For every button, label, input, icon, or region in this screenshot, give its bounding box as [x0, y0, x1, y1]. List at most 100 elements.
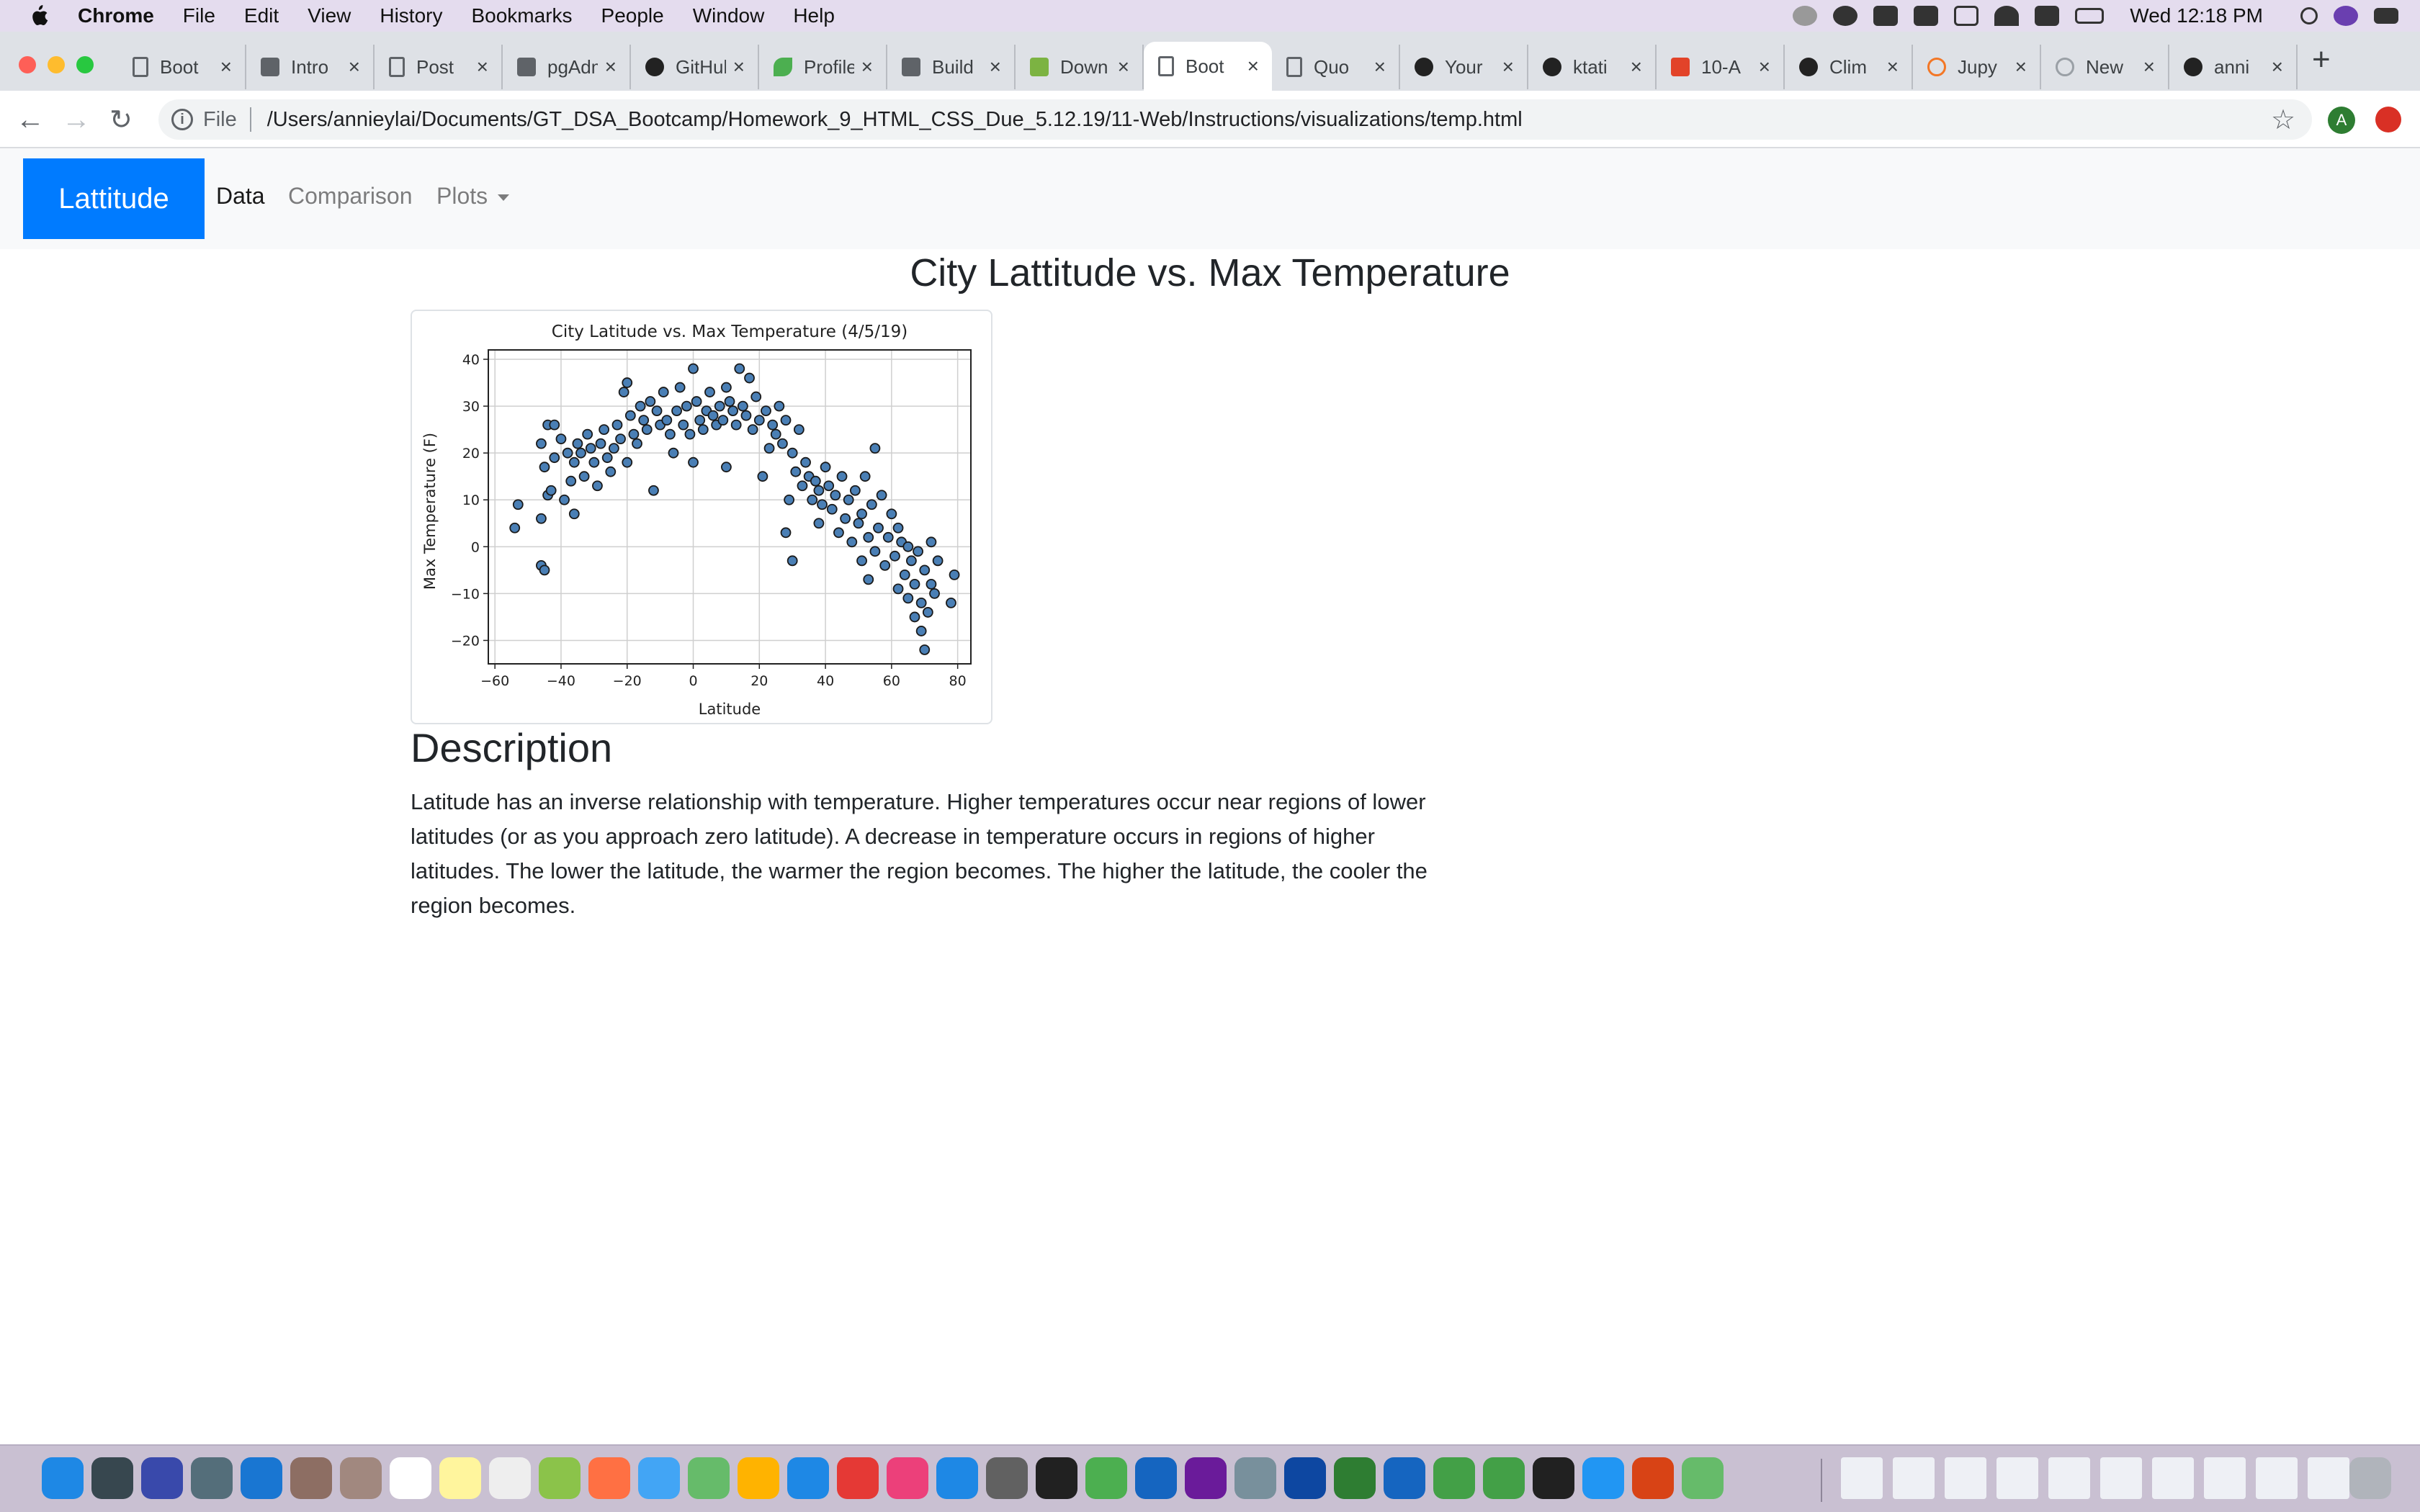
dock-layers-icon[interactable]: [1433, 1457, 1475, 1499]
nav-link-comparison[interactable]: Comparison: [288, 183, 413, 209]
browser-tab[interactable]: Jupy ×: [1913, 45, 2041, 89]
dock-news-block-icon[interactable]: [837, 1457, 879, 1499]
menu-bookmarks[interactable]: Bookmarks: [471, 4, 573, 27]
menu-help[interactable]: Help: [793, 4, 835, 27]
browser-tab[interactable]: GitHub ×: [631, 45, 759, 89]
tab-close-icon[interactable]: ×: [1373, 55, 1386, 78]
status-wifi-icon[interactable]: [1994, 6, 2020, 26]
minimize-window-icon[interactable]: [48, 56, 65, 73]
address-bar[interactable]: i File /Users/annieylai/Documents/GT_DSA…: [158, 99, 2312, 140]
dock-powerpoint-icon[interactable]: [1632, 1457, 1674, 1499]
status-airplay-icon[interactable]: [1954, 6, 1979, 26]
nav-link-data[interactable]: Data: [216, 183, 265, 209]
tab-close-icon[interactable]: ×: [348, 55, 360, 78]
dock-excel-icon[interactable]: [1334, 1457, 1376, 1499]
tab-close-icon[interactable]: ×: [476, 55, 488, 78]
dock-terminal-icon[interactable]: [1036, 1457, 1077, 1499]
dock-layers-2-icon[interactable]: [1483, 1457, 1525, 1499]
dock-music-icon[interactable]: [887, 1457, 928, 1499]
browser-tab[interactable]: ktati ×: [1528, 45, 1657, 89]
spotlight-search-icon[interactable]: [2300, 7, 2318, 24]
new-tab-plus-icon[interactable]: +: [2312, 42, 2331, 77]
dock-document-icon[interactable]: [2308, 1457, 2349, 1499]
dock-word-icon[interactable]: [1135, 1457, 1177, 1499]
browser-tab[interactable]: Clim ×: [1785, 45, 1913, 89]
browser-tab[interactable]: Down ×: [1016, 45, 1144, 89]
url-text[interactable]: /Users/annieylai/Documents/GT_DSA_Bootca…: [266, 107, 1523, 131]
tab-close-icon[interactable]: ×: [732, 55, 745, 78]
browser-tab[interactable]: Post ×: [375, 45, 503, 89]
zoom-window-icon[interactable]: [76, 56, 94, 73]
dock-document-icon[interactable]: [1945, 1457, 1986, 1499]
dock-reminders-icon[interactable]: [489, 1457, 531, 1499]
dock-chrome-icon[interactable]: [1085, 1457, 1127, 1499]
dock-facetime-icon[interactable]: [688, 1457, 730, 1499]
tab-close-icon[interactable]: ×: [1758, 55, 1770, 78]
dock-maps-icon[interactable]: [539, 1457, 581, 1499]
dock-document-icon[interactable]: [1893, 1457, 1935, 1499]
dock-numbers-icon[interactable]: [738, 1457, 779, 1499]
browser-tab[interactable]: 10-A ×: [1657, 45, 1785, 89]
navbar-brand[interactable]: Lattitude: [23, 158, 205, 239]
tab-close-icon[interactable]: ×: [2015, 55, 2027, 78]
forward-arrow-icon[interactable]: →: [62, 104, 91, 135]
browser-tab[interactable]: Intro ×: [246, 45, 375, 89]
browser-tab[interactable]: Build ×: [887, 45, 1016, 89]
dock-workbench-icon[interactable]: [1384, 1457, 1425, 1499]
tab-close-icon[interactable]: ×: [1117, 55, 1129, 78]
browser-tab[interactable]: New ×: [2041, 45, 2169, 89]
dock-slack-icon[interactable]: [1185, 1457, 1227, 1499]
dock-siri-icon[interactable]: [141, 1457, 183, 1499]
menu-clock[interactable]: Wed 12:18 PM: [2130, 4, 2263, 27]
browser-tab[interactable]: Your ×: [1400, 45, 1528, 89]
dock-document-icon[interactable]: [2048, 1457, 2090, 1499]
status-battery-icon[interactable]: [2075, 8, 2105, 24]
dock-notes-icon[interactable]: [439, 1457, 481, 1499]
menu-file[interactable]: File: [182, 4, 215, 27]
tab-close-icon[interactable]: ×: [220, 55, 232, 78]
status-wd-icon[interactable]: [1914, 6, 1939, 26]
browser-tab[interactable]: Boot ×: [118, 45, 246, 89]
dock-document-icon[interactable]: [2256, 1457, 2298, 1499]
tab-close-icon[interactable]: ×: [1630, 55, 1642, 78]
dock-calendar-icon[interactable]: [390, 1457, 431, 1499]
tab-close-icon[interactable]: ×: [989, 55, 1001, 78]
browser-tab[interactable]: Boot ×: [1144, 42, 1272, 91]
close-window-icon[interactable]: [19, 56, 36, 73]
menu-people[interactable]: People: [601, 4, 664, 27]
dock-launchpad-grid-icon[interactable]: [91, 1457, 133, 1499]
status-camera-icon[interactable]: [1833, 6, 1858, 26]
dock-zoom-icon[interactable]: [1582, 1457, 1624, 1499]
tab-close-icon[interactable]: ×: [2143, 55, 2155, 78]
dock-document-icon[interactable]: [2100, 1457, 2142, 1499]
dock-github-icon[interactable]: [1533, 1457, 1574, 1499]
reload-icon[interactable]: ↻: [109, 105, 133, 135]
dock-keynote-icon[interactable]: [787, 1457, 829, 1499]
tab-close-icon[interactable]: ×: [1502, 55, 1514, 78]
dock-messages-icon[interactable]: [638, 1457, 680, 1499]
browser-tab[interactable]: Profile ×: [759, 45, 887, 89]
nav-dropdown-plots[interactable]: Plots: [436, 183, 510, 210]
dock-document-icon[interactable]: [2152, 1457, 2194, 1499]
dock-vscode-icon[interactable]: [1284, 1457, 1326, 1499]
menu-history[interactable]: History: [380, 4, 443, 27]
info-icon[interactable]: i: [171, 109, 193, 130]
back-arrow-icon[interactable]: ←: [16, 104, 45, 135]
tab-close-icon[interactable]: ×: [1247, 55, 1259, 77]
notification-center-icon[interactable]: [2374, 8, 2398, 24]
extension-icon[interactable]: [2375, 107, 2401, 132]
apple-icon[interactable]: [27, 4, 49, 27]
tab-close-icon[interactable]: ×: [2271, 55, 2283, 78]
bookmark-star-icon[interactable]: ☆: [2271, 105, 2296, 135]
dock-document-icon[interactable]: [1841, 1457, 1883, 1499]
dock-preview-icon[interactable]: [290, 1457, 332, 1499]
dock-document-icon[interactable]: [2204, 1457, 2246, 1499]
dock-rocket-icon[interactable]: [191, 1457, 233, 1499]
menu-view[interactable]: View: [308, 4, 351, 27]
status-volume-icon[interactable]: [2035, 6, 2060, 26]
browser-tab[interactable]: pgAdmin ×: [503, 45, 631, 89]
dock-photos-icon[interactable]: [588, 1457, 630, 1499]
dock-app-store-icon[interactable]: [936, 1457, 978, 1499]
siri-icon[interactable]: [2334, 6, 2358, 26]
tab-close-icon[interactable]: ×: [861, 55, 873, 78]
